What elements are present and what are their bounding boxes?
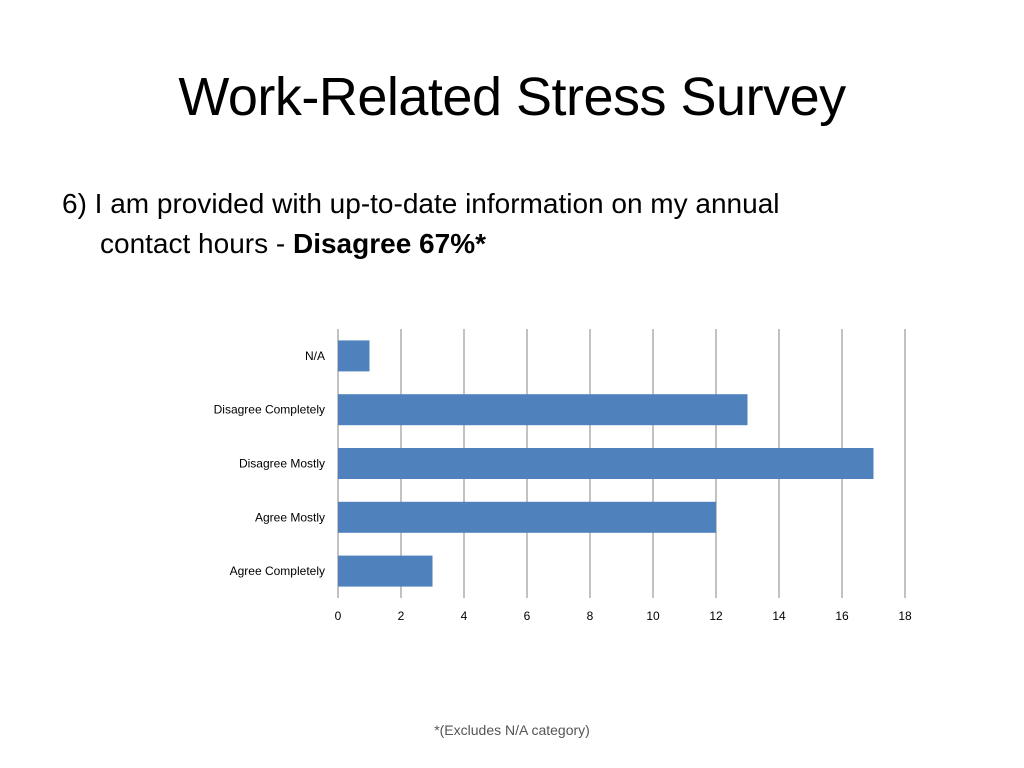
bar (338, 501, 716, 533)
x-tick-label: 2 (398, 609, 405, 623)
category-label: Disagree Completely (214, 403, 325, 417)
slide-title: Work-Related Stress Survey (178, 67, 846, 127)
question-text: 6) I am provided with up-to-date informa… (62, 184, 942, 264)
x-tick-label: 10 (646, 609, 660, 623)
question-line-1: 6) I am provided with up-to-date informa… (62, 188, 780, 219)
category-label: N/A (305, 349, 325, 363)
x-tick-label: 6 (524, 609, 531, 623)
x-tick-label: 4 (461, 609, 468, 623)
question-line-2: contact hours - Disagree 67%* (62, 224, 942, 264)
bar (338, 394, 748, 426)
x-tick-label: 14 (772, 609, 786, 623)
x-tick-label: 0 (335, 609, 342, 623)
bar (338, 448, 874, 479)
bar (338, 555, 433, 587)
x-tick-label: 8 (587, 609, 594, 623)
bar (338, 340, 370, 372)
x-tick-label: 12 (709, 609, 723, 623)
category-label: Disagree Mostly (239, 457, 325, 471)
x-tick-label: 16 (835, 609, 849, 623)
footnote: *(Excludes N/A category) (434, 722, 590, 738)
question-label: contact hours - (100, 228, 293, 259)
category-label: Agree Completely (230, 564, 325, 578)
x-tick-label: 18 (898, 609, 912, 623)
question-answer: Disagree 67%* (292, 228, 486, 259)
category-label: Agree Mostly (255, 510, 325, 524)
